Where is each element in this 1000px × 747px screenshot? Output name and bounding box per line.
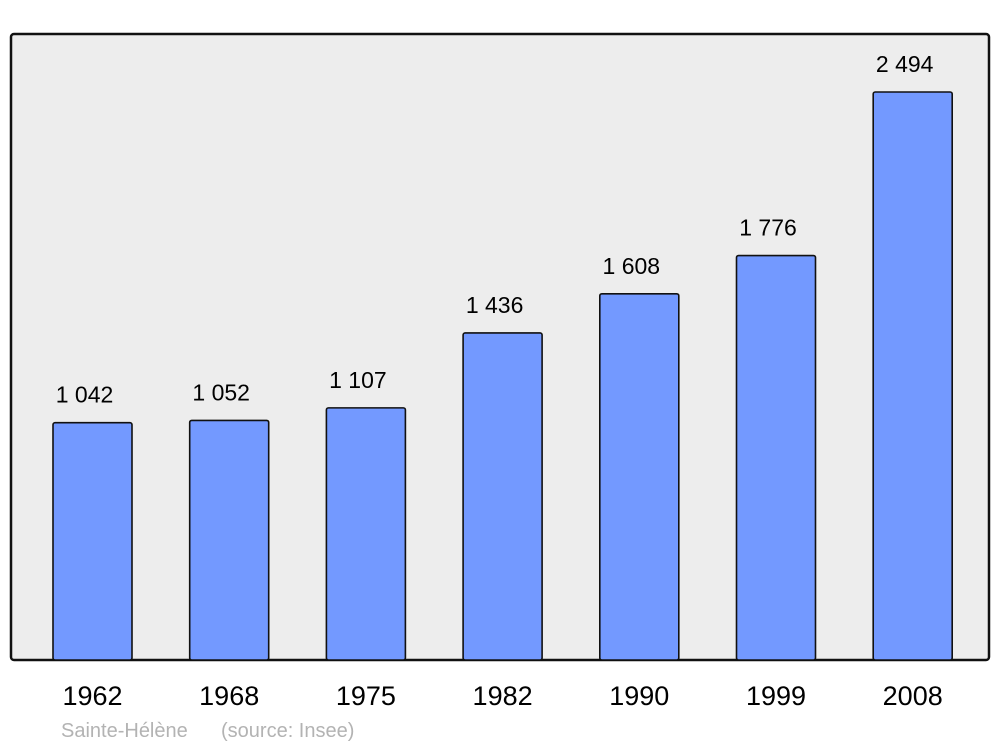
x-tick-1968: 1968	[199, 681, 259, 711]
bar-1968	[188, 419, 270, 661]
bar-1975	[325, 407, 407, 661]
x-tick-1999: 1999	[746, 681, 806, 711]
bar-1982	[462, 332, 543, 661]
bar-1999	[735, 254, 817, 661]
x-tick-1982: 1982	[473, 681, 533, 711]
footer-source: (source: Insee)	[221, 720, 354, 742]
x-tick-2008: 2008	[883, 681, 943, 711]
bar-1990	[598, 292, 680, 661]
value-label-1999: 1 776	[739, 215, 797, 241]
x-tick-labels-group: 1962 1968 1975 1982 1990 1999 2008	[62, 681, 942, 711]
bar-1962	[52, 421, 133, 661]
bar-2008	[872, 91, 954, 661]
value-label-1975: 1 107	[329, 367, 387, 393]
value-labels-group: 1 042 1 052 1 107 1 436 1 608 1 776 2 494	[56, 51, 934, 408]
footer-place: Sainte-Hélène	[61, 720, 188, 742]
x-tick-1990: 1990	[609, 681, 669, 711]
value-label-2008: 2 494	[876, 51, 934, 77]
value-label-1968: 1 052	[192, 379, 250, 405]
value-label-1962: 1 042	[56, 382, 114, 408]
value-label-1990: 1 608	[603, 253, 661, 279]
x-tick-1975: 1975	[336, 681, 396, 711]
bars-group	[52, 91, 954, 661]
x-tick-1962: 1962	[62, 681, 122, 711]
value-label-1982: 1 436	[466, 292, 524, 318]
